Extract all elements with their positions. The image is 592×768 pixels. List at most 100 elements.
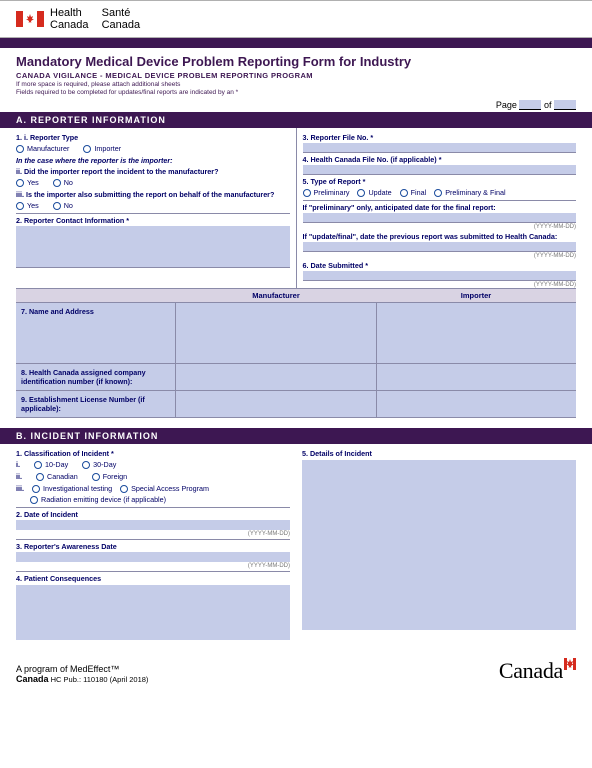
footer-program: A program of MedEffect™ [16, 664, 148, 674]
form-note-1: If more space is required, please attach… [16, 81, 576, 88]
logo-en-top: Health [50, 7, 82, 19]
radio-30day[interactable]: 30-Day [82, 460, 116, 469]
row8-importer-field[interactable] [377, 364, 577, 390]
title-block: Mandatory Medical Device Problem Reporti… [0, 48, 592, 98]
q5-options: Preliminary Update Final Preliminary & F… [303, 188, 577, 197]
row7-importer-field[interactable] [377, 303, 577, 363]
b-q1ii-row: ii. Canadian Foreign [16, 472, 290, 481]
logo-fr-bot: Canada [102, 19, 141, 31]
radio-update[interactable]: Update [357, 188, 391, 197]
page-current-field[interactable] [519, 100, 541, 110]
radio-manufacturer[interactable]: Manufacturer [16, 144, 69, 153]
wordmark-text: Canada [499, 658, 563, 683]
row-company-id: 8. Health Canada assigned company identi… [16, 364, 576, 391]
q1iii-label: iii. Is the importer also submitting the… [16, 190, 290, 199]
mi-table-header: Manufacturer Importer [16, 288, 576, 303]
q6-field[interactable] [303, 271, 577, 281]
col-importer: Importer [376, 289, 576, 302]
page-footer: A program of MedEffect™ Canada HC Pub.: … [0, 640, 592, 694]
b-q2-field[interactable] [16, 520, 290, 530]
row8-label: 8. Health Canada assigned company identi… [16, 364, 176, 390]
b-q3-field[interactable] [16, 552, 290, 562]
radio-q1iii-no[interactable]: No [53, 201, 73, 210]
radio-preliminary[interactable]: Preliminary [303, 188, 350, 197]
radio-special-access[interactable]: Special Access Program [120, 484, 209, 493]
q2-field[interactable] [16, 226, 290, 268]
b-q2-fmt: (YYYY-MM-DD) [16, 531, 290, 537]
row9-manufacturer-field[interactable] [176, 391, 377, 417]
q5-label: 5. Type of Report * [303, 177, 577, 186]
radio-importer[interactable]: Importer [83, 144, 121, 153]
q1ii-label: ii. Did the importer report the incident… [16, 167, 290, 176]
radio-investigational[interactable]: Investigational testing [32, 484, 112, 493]
q3-label: 3. Reporter File No. * [303, 133, 577, 142]
row7-label: 7. Name and Address [16, 303, 176, 363]
radio-final[interactable]: Final [400, 188, 427, 197]
radio-radiation[interactable]: Radiation emitting device (if applicable… [30, 495, 166, 504]
section-b-left: 1. Classification of Incident * i. 10-Da… [16, 447, 296, 640]
row7-manufacturer-field[interactable] [176, 303, 377, 363]
b-q5-label: 5. Details of Incident [302, 449, 576, 458]
q2-label: 2. Reporter Contact Information * [16, 216, 290, 225]
prelim-date-note: If "preliminary" only, anticipated date … [303, 203, 577, 212]
radio-q1iii-yes[interactable]: Yes [16, 201, 39, 210]
q1ii-options: Yes No [16, 178, 290, 187]
row8-manufacturer-field[interactable] [176, 364, 377, 390]
radio-prelim-final[interactable]: Preliminary & Final [434, 188, 505, 197]
section-a-content: 1. i. Reporter Type Manufacturer Importe… [0, 128, 592, 428]
q1-label: 1. i. Reporter Type [16, 133, 290, 142]
b-q3-fmt: (YYYY-MM-DD) [16, 563, 290, 569]
b-q1iii-row: iii. Investigational testing Special Acc… [16, 484, 290, 504]
radio-q1ii-yes[interactable]: Yes [16, 178, 39, 187]
prelim-date-field[interactable] [303, 213, 577, 223]
b-q1i-prefix: i. [16, 460, 20, 469]
radio-10day[interactable]: 10-Day [34, 460, 68, 469]
section-b-content: 1. Classification of Incident * i. 10-Da… [0, 444, 592, 640]
of-label: of [544, 100, 552, 110]
page-total-field[interactable] [554, 100, 576, 110]
radio-q1ii-no[interactable]: No [53, 178, 73, 187]
form-note-2: Fields required to be completed for upda… [16, 89, 576, 96]
section-a-left: 1. i. Reporter Type Manufacturer Importe… [16, 128, 297, 288]
row-license-number: 9. Establishment License Number (if appl… [16, 391, 576, 418]
logo-fr-top: Santé [102, 7, 131, 19]
col-manufacturer: Manufacturer [176, 289, 376, 302]
b-q3-label: 3. Reporter's Awareness Date [16, 542, 290, 551]
radio-canadian[interactable]: Canadian [36, 472, 78, 481]
update-date-note: If "update/final", date the previous rep… [303, 232, 577, 241]
header-purple-bar [0, 38, 592, 48]
b-q2-label: 2. Date of Incident [16, 510, 290, 519]
update-date-fmt: (YYYY-MM-DD) [303, 253, 577, 259]
b-q4-label: 4. Patient Consequences [16, 574, 290, 583]
footer-left: A program of MedEffect™ Canada HC Pub.: … [16, 664, 148, 684]
b-q1-label: 1. Classification of Incident * [16, 449, 290, 458]
b-q5-field[interactable] [302, 460, 576, 630]
q3-field[interactable] [303, 143, 577, 153]
radio-foreign[interactable]: Foreign [92, 472, 127, 481]
section-a-header: A. REPORTER INFORMATION [0, 112, 592, 128]
wordmark-flag-icon [564, 658, 576, 670]
footer-canada: Canada [16, 674, 49, 684]
b-q1ii-prefix: ii. [16, 472, 22, 481]
row9-importer-field[interactable] [377, 391, 577, 417]
q6-date-fmt: (YYYY-MM-DD) [303, 282, 577, 288]
page: HealthCanada SantéCanada Mandatory Medic… [0, 0, 592, 694]
row-name-address: 7. Name and Address [16, 303, 576, 364]
canada-wordmark: Canada [499, 658, 576, 684]
section-b-header: B. INCIDENT INFORMATION [0, 428, 592, 444]
footer-pub: HC Pub.: 110180 (April 2018) [49, 675, 149, 684]
header-dept-name: HealthCanada SantéCanada [50, 7, 150, 31]
q6-label: 6. Date Submitted * [303, 261, 577, 270]
section-a-right: 3. Reporter File No. * 4. Health Canada … [297, 128, 577, 288]
canada-flag-icon [16, 11, 44, 27]
update-date-field[interactable] [303, 242, 577, 252]
q4-field[interactable] [303, 165, 577, 175]
prelim-date-fmt: (YYYY-MM-DD) [303, 224, 577, 230]
header-logo-bar: HealthCanada SantéCanada [0, 0, 592, 38]
b-q1i-row: i. 10-Day 30-Day [16, 460, 290, 469]
b-q4-field[interactable] [16, 585, 290, 640]
section-b-right: 5. Details of Incident [296, 447, 576, 640]
row9-label: 9. Establishment License Number (if appl… [16, 391, 176, 417]
b-q1iii-prefix: iii. [16, 484, 24, 493]
importer-case-note: In the case where the reporter is the im… [16, 156, 290, 165]
